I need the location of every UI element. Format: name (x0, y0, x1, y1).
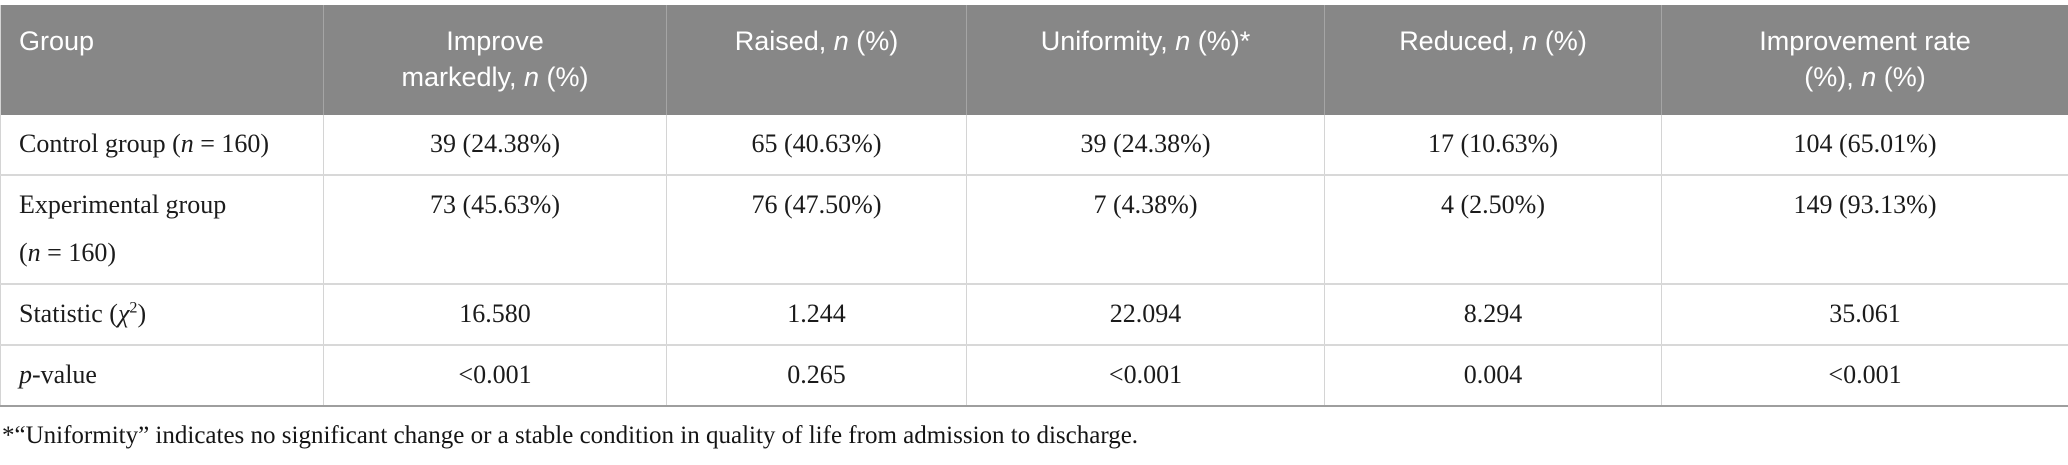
results-table: Group Improve markedly, n (%) Raised, n (… (0, 5, 2068, 408)
cell-statistic-improve: 16.580 (323, 284, 667, 347)
cell-experimental-reduced: 4 (2.50%) (1324, 175, 1662, 286)
table-body: Control group (n = 160) 39 (24.38%) 65 (… (0, 115, 2068, 408)
cell-statistic-reduced: 8.294 (1324, 284, 1662, 347)
cell-pvalue-improvement-rate: <0.001 (1661, 345, 2068, 408)
row-label-experimental-group: Experimental group (n = 160) (0, 175, 324, 286)
table-row-p-value: p-value <0.001 0.265 <0.001 0.004 <0.001 (0, 345, 2068, 408)
cell-pvalue-improve: <0.001 (323, 345, 667, 408)
cell-pvalue-reduced: 0.004 (1324, 345, 1662, 408)
col-header-improve-markedly: Improve markedly, n (%) (323, 5, 667, 115)
cell-statistic-raised: 1.244 (666, 284, 967, 347)
col-header-group: Group (0, 5, 324, 115)
cell-control-reduced: 17 (10.63%) (1324, 115, 1662, 177)
cell-control-raised: 65 (40.63%) (666, 115, 967, 177)
table-row-experimental-group: Experimental group (n = 160) 73 (45.63%) … (0, 175, 2068, 286)
header-row: Group Improve markedly, n (%) Raised, n (… (0, 5, 2068, 115)
row-label-statistic: Statistic (χ2) (0, 284, 324, 347)
cell-pvalue-uniformity: <0.001 (966, 345, 1325, 408)
table-header: Group Improve markedly, n (%) Raised, n (… (0, 5, 2068, 115)
row-label-p-value: p-value (0, 345, 324, 408)
cell-control-improvement-rate: 104 (65.01%) (1661, 115, 2068, 177)
table-row-control-group: Control group (n = 160) 39 (24.38%) 65 (… (0, 115, 2068, 177)
results-table-container: Group Improve markedly, n (%) Raised, n (… (0, 5, 2068, 450)
col-header-reduced: Reduced, n (%) (1324, 5, 1662, 115)
table-footnote: *“Uniformity” indicates no significant c… (2, 422, 1139, 450)
cell-statistic-uniformity: 22.094 (966, 284, 1325, 347)
col-header-improvement-rate: Improvement rate (%), n (%) (1661, 5, 2068, 115)
cell-experimental-raised: 76 (47.50%) (666, 175, 967, 286)
cell-experimental-uniformity: 7 (4.38%) (966, 175, 1325, 286)
col-header-raised: Raised, n (%) (666, 5, 967, 115)
cell-experimental-improvement-rate: 149 (93.13%) (1661, 175, 2068, 286)
row-label-control-group: Control group (n = 160) (0, 115, 324, 177)
table-row-statistic: Statistic (χ2) 16.580 1.244 22.094 8.294… (0, 284, 2068, 347)
cell-control-uniformity: 39 (24.38%) (966, 115, 1325, 177)
cell-pvalue-raised: 0.265 (666, 345, 967, 408)
cell-experimental-improve: 73 (45.63%) (323, 175, 667, 286)
cell-statistic-improvement-rate: 35.061 (1661, 284, 2068, 347)
cell-control-improve: 39 (24.38%) (323, 115, 667, 177)
col-header-uniformity: Uniformity, n (%)* (966, 5, 1325, 115)
